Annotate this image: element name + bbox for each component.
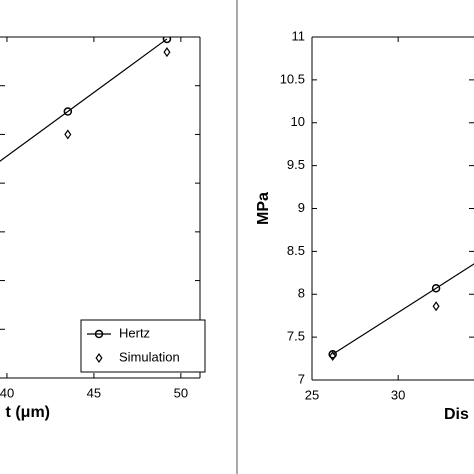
marker xyxy=(94,329,104,339)
plot-area xyxy=(328,263,474,362)
y-tick-label: 10.5 xyxy=(280,71,305,86)
series-line xyxy=(0,38,168,162)
marker xyxy=(162,37,172,44)
marker xyxy=(95,352,103,364)
series-line xyxy=(332,263,474,355)
marker xyxy=(63,107,73,116)
x-tick-label: 30 xyxy=(391,387,405,402)
y-axis-label: MPa xyxy=(255,192,272,225)
y-tick-label: 11 xyxy=(292,28,306,43)
x-tick-label: 45 xyxy=(87,385,101,400)
legend-label: Simulation xyxy=(119,349,180,364)
plot-area xyxy=(0,37,172,162)
marker xyxy=(64,129,72,140)
marker xyxy=(329,350,337,362)
x-axis-label: t (μm) xyxy=(6,404,50,421)
marker xyxy=(163,47,171,58)
y-tick-label: 10 xyxy=(291,114,305,129)
legend-label: Hertz xyxy=(119,325,150,340)
y-tick-label: 9 xyxy=(298,200,305,215)
y-tick-label: 8 xyxy=(298,286,305,301)
legend-box xyxy=(80,319,206,373)
marker xyxy=(431,283,441,293)
marker xyxy=(328,350,337,359)
x-tick-label: 25 xyxy=(305,387,319,402)
y-tick-label: 9.5 xyxy=(287,157,305,172)
y-tick-label: 8.5 xyxy=(287,243,305,258)
y-tick-label: 7.5 xyxy=(287,329,305,344)
marker xyxy=(432,301,440,312)
y-tick-label: 7 xyxy=(298,371,305,386)
x-tick-label: 40 xyxy=(0,385,14,400)
x-axis-label: Dis xyxy=(444,406,469,423)
x-tick-label: 50 xyxy=(174,385,188,400)
